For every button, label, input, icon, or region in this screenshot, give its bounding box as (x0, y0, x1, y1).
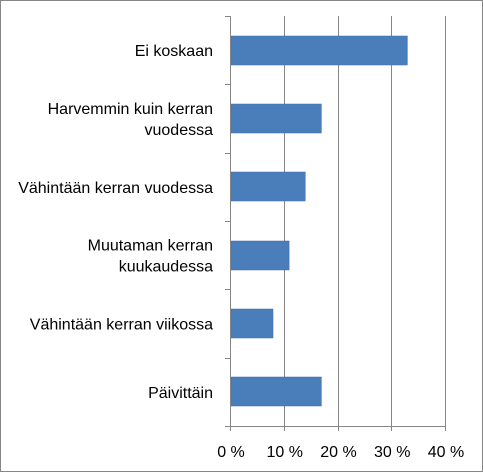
bar (230, 171, 306, 202)
category-label: Vähintään kerran vuodessa (18, 180, 213, 197)
category-label: Päivittäin (148, 385, 213, 402)
category-label-line: Ei koskaan (135, 43, 213, 60)
bar (230, 308, 274, 339)
x-tick-label: 10 % (267, 444, 303, 461)
category-label: Muutaman kerran kuukaudessa (88, 238, 213, 276)
x-tick-label: 40 % (428, 444, 464, 461)
category-label-line: kuukaudessa (119, 259, 213, 276)
bar (230, 35, 408, 66)
category-label-line: Vähintään kerran viikossa (30, 317, 213, 334)
x-tick-labels: 0 % 10 % 20 % 30 % 40 % (217, 444, 464, 461)
category-label: Harvemmin kuin kerran vuodessa (48, 101, 213, 139)
category-label-line: vuodessa (145, 122, 214, 139)
category-labels: Ei koskaan Harvemmin kuin kerran vuodessa V… (18, 43, 213, 402)
category-label: Vähintään kerran viikossa (30, 317, 213, 334)
bar (230, 103, 322, 134)
axes (225, 16, 446, 431)
bars (230, 35, 408, 407)
x-tick-label: 20 % (320, 444, 356, 461)
gridlines (284, 16, 446, 426)
bar (230, 240, 290, 271)
category-label-line: Harvemmin kuin kerran (48, 101, 213, 118)
category-label: Ei koskaan (135, 43, 213, 60)
category-label-line: Päivittäin (148, 385, 213, 402)
category-label-line: Muutaman kerran (88, 238, 213, 255)
bar (230, 376, 322, 407)
x-tick-label: 30 % (374, 444, 410, 461)
x-tick-label: 0 % (217, 444, 245, 461)
category-label-line: Vähintään kerran vuodessa (18, 180, 213, 197)
